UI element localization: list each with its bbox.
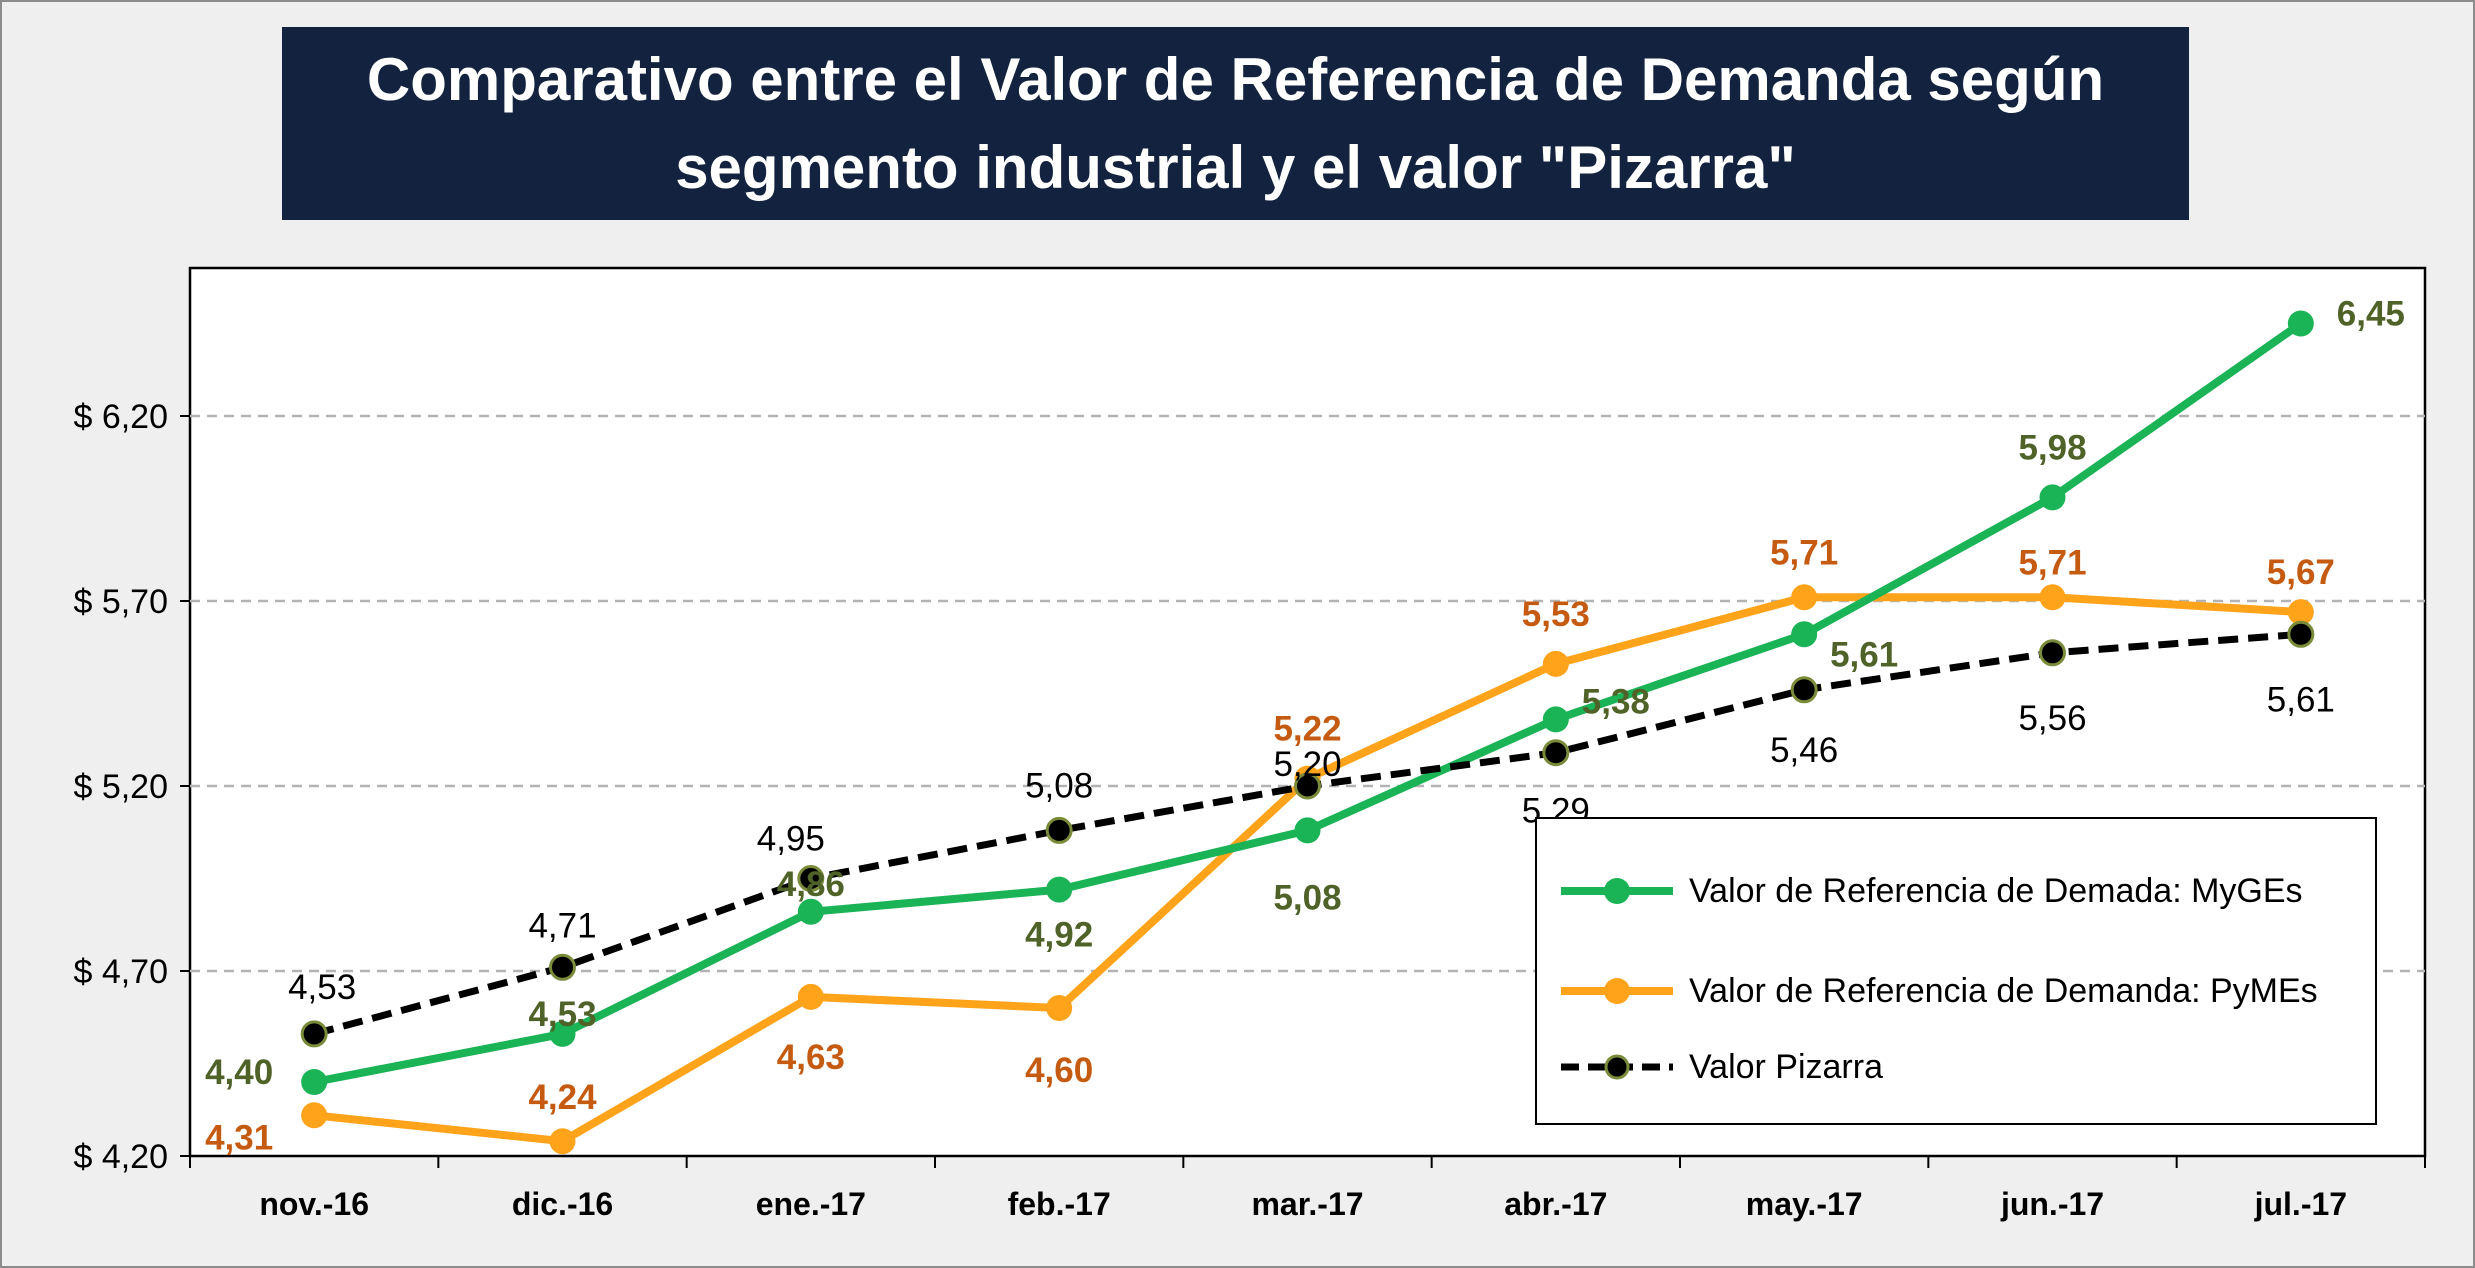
series-points	[300, 310, 2315, 1155]
data-point-pymes	[549, 1128, 576, 1155]
data-point-mygEs	[549, 1020, 576, 1047]
data-label-pymes: 4,63	[777, 1038, 845, 1077]
data-label-pymes: 5,71	[2018, 543, 2086, 582]
data-label-pymes: 5,22	[1273, 710, 1341, 749]
data-point-pizarra	[797, 865, 825, 892]
y-tick-label: $ 4,20	[73, 1138, 168, 1176]
y-tick-label: $ 5,20	[73, 768, 168, 806]
data-point-mygEs	[1294, 817, 1321, 844]
data-point-pymes	[1542, 650, 1569, 677]
data-point-pymes	[301, 1102, 328, 1129]
x-tick-label: nov.-16	[259, 1186, 369, 1222]
x-tick-label: may.-17	[1746, 1186, 1863, 1222]
x-tick-label: mar.-17	[1251, 1186, 1363, 1222]
data-point-pymes	[2287, 599, 2314, 626]
data-label-pizarra: 5,61	[2267, 680, 2335, 719]
data-point-pizarra	[1294, 772, 1321, 800]
data-label-mygEs: 5,61	[1830, 635, 1898, 674]
chart-title-line-2: segmento industrial y el valor "Pizarra"	[675, 133, 1796, 201]
x-tick-label: jun.-17	[2000, 1186, 2104, 1222]
x-tick-label: ene.-17	[756, 1186, 866, 1222]
data-point-mygEs	[2039, 484, 2066, 511]
data-point-mygEs	[797, 898, 824, 925]
data-label-mygEs: 5,98	[2018, 428, 2086, 467]
data-labels: 4,40 4,53 4,86 4,92 5,08 5,38 5,61 5,98 6,45 4,31…	[205, 295, 2405, 1158]
data-label-pymes: 5,67	[2267, 553, 2335, 592]
data-label-mygEs: 5,38	[1582, 682, 1650, 721]
data-label-mygEs: 6,45	[2337, 295, 2405, 334]
data-point-pizarra	[1045, 816, 1073, 844]
data-point-pymes	[2039, 584, 2066, 611]
legend-marker-pymes	[1561, 978, 1673, 1004]
y-tick-label: $ 4,70	[73, 953, 168, 991]
data-point-mygEs	[301, 1069, 328, 1095]
data-label-mygEs: 4,40	[205, 1053, 273, 1092]
data-label-pymes: 4,24	[528, 1078, 597, 1117]
x-tick-label: dic.-16	[512, 1186, 613, 1222]
data-label-pymes: 5,71	[1770, 533, 1838, 572]
legend-label-mygEs: Valor de Referencia de Demada: MyGEs	[1689, 871, 2303, 910]
data-point-pymes	[797, 983, 824, 1010]
data-point-pizarra	[1790, 676, 1818, 704]
legend-item-pizarra: Valor Pizarra	[1557, 1037, 1883, 1097]
data-label-mygEs: 4,86	[777, 865, 845, 904]
data-point-mygEs	[1046, 876, 1073, 903]
data-label-pizarra: 5,20	[1273, 745, 1341, 784]
data-label-pizarra: 4,53	[288, 968, 356, 1007]
data-point-pizarra	[1542, 739, 1570, 767]
legend-marker-mygEs	[1561, 878, 1673, 904]
data-point-pizarra	[549, 953, 576, 981]
legend-label-pizarra: Valor Pizarra	[1689, 1047, 1883, 1086]
data-label-pizarra: 5,46	[1770, 731, 1838, 770]
x-tick-label: feb.-17	[1008, 1186, 1111, 1222]
y-tick-label: $ 5,70	[73, 583, 168, 621]
data-label-pymes: 4,31	[205, 1118, 273, 1157]
y-tick-label: $ 6,20	[73, 398, 168, 436]
data-label-mygEs: 5,08	[1273, 878, 1341, 917]
data-point-pizarra	[2039, 639, 2066, 667]
legend-label-pymes: Valor de Referencia de Demanda: PyMEs	[1689, 971, 2318, 1010]
chart-title-box: Comparativo entre el Valor de Referencia…	[282, 27, 2189, 220]
data-label-mygEs: 4,92	[1025, 916, 1093, 955]
data-label-mygEs: 4,53	[528, 995, 596, 1034]
legend: Valor de Referencia de Demada: MyGEs Val…	[1535, 817, 2377, 1125]
data-point-mygEs	[1542, 706, 1569, 733]
data-label-pizarra: 4,71	[528, 906, 596, 945]
data-point-pizarra	[2287, 620, 2315, 648]
data-point-pymes	[1046, 995, 1073, 1021]
data-point-pizarra	[300, 1020, 328, 1048]
legend-item-mygEs: Valor de Referencia de Demada: MyGEs	[1557, 861, 2303, 921]
data-point-mygEs	[1791, 621, 1818, 648]
data-label-pizarra: 4,95	[757, 820, 825, 859]
data-label-pymes: 4,60	[1025, 1051, 1093, 1090]
data-label-pizarra: 5,08	[1025, 766, 1093, 805]
data-label-pizarra: 5,56	[2018, 699, 2086, 738]
chart-title-line-1: Comparativo entre el Valor de Referencia…	[366, 45, 2105, 113]
legend-marker-pizarra	[1561, 1054, 1673, 1080]
y-axis: $ 4,20 $ 4,70 $ 5,20 $ 5,70 $ 6,20	[73, 398, 190, 1176]
data-point-pymes	[1791, 584, 1818, 611]
data-point-mygEs	[2287, 310, 2314, 337]
x-axis: nov.-16 dic.-16 ene.-17 feb.-17 mar.-17 abr.-…	[189, 1156, 2426, 1222]
legend-item-pymes: Valor de Referencia de Demanda: PyMEs	[1557, 961, 2318, 1021]
data-label-pymes: 5,53	[1522, 595, 1590, 634]
x-tick-label: jul.-17	[2254, 1186, 2347, 1222]
x-tick-label: abr.-17	[1504, 1186, 1607, 1222]
